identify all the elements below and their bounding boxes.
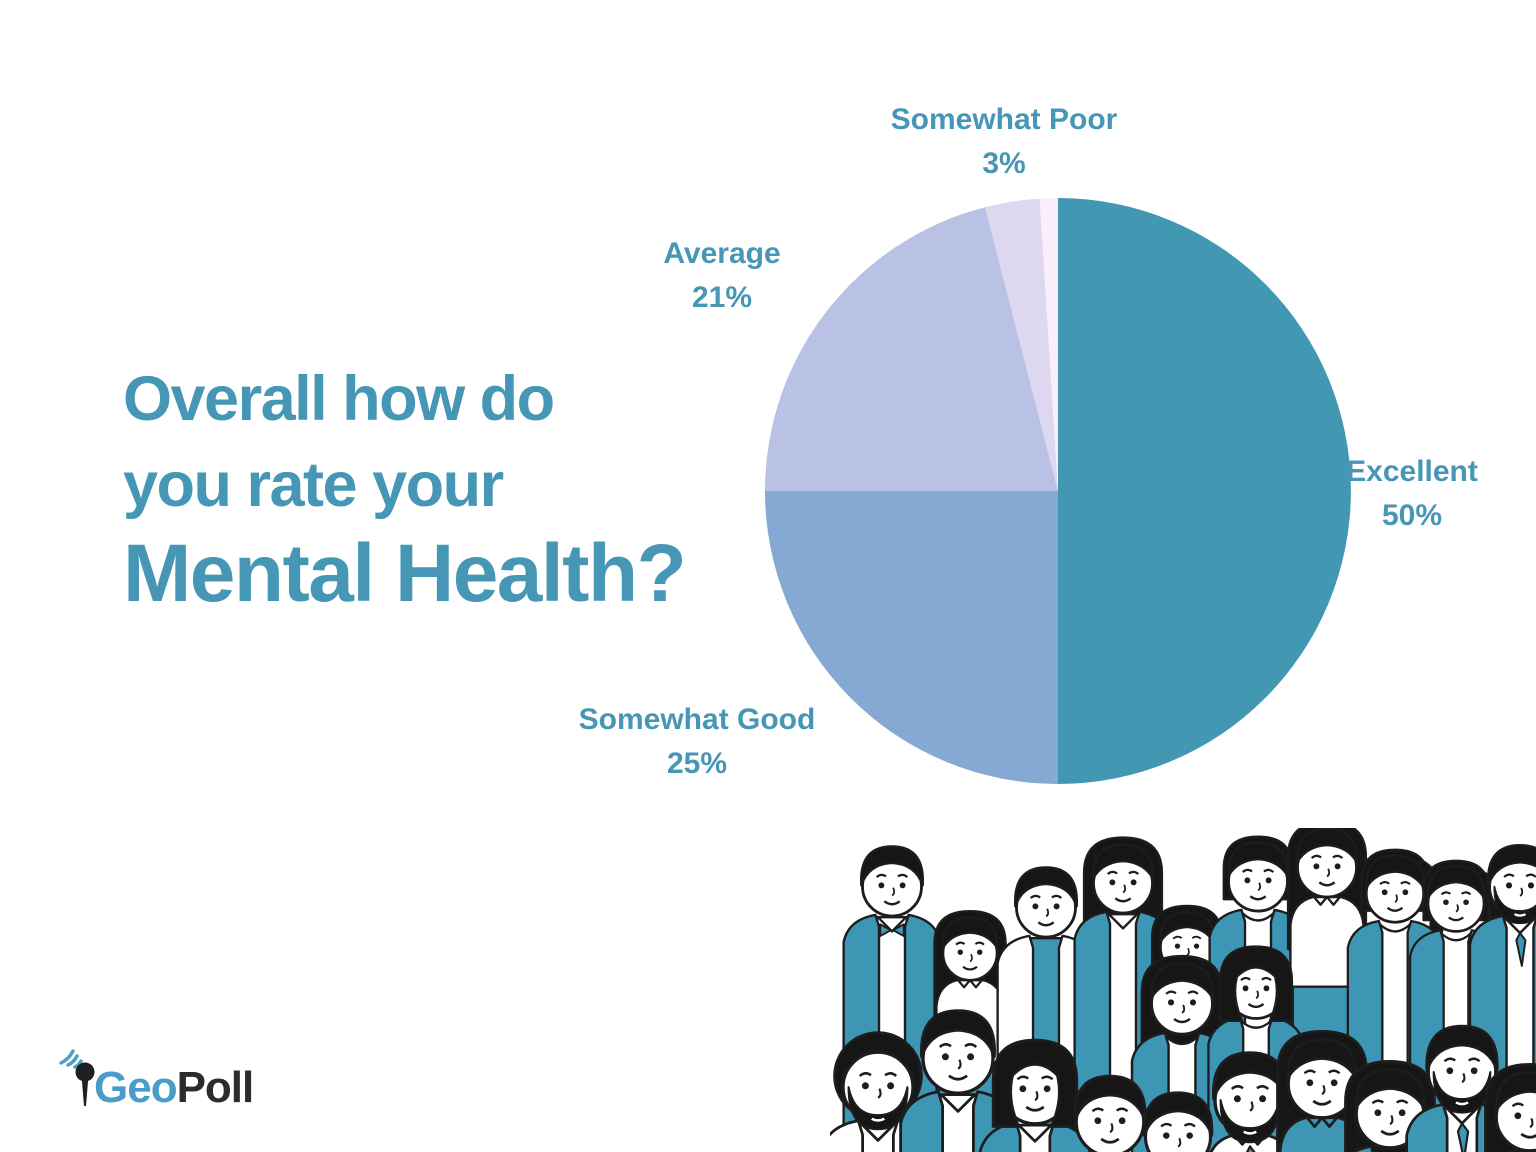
person-figure xyxy=(978,1038,1092,1152)
person-figure xyxy=(1142,1091,1214,1152)
pie-slice-unlabeled xyxy=(1039,198,1058,491)
slice-percent: 21% xyxy=(691,281,753,314)
slice-name: Somewhat Good xyxy=(578,703,816,736)
slice-percent: 50% xyxy=(1381,499,1443,532)
title-line-3: Mental Health? xyxy=(123,528,687,619)
chart-title: Overall how do you rate your Mental Heal… xyxy=(123,356,823,622)
person-figure xyxy=(1484,1063,1536,1152)
pie-slice-somewhat-good xyxy=(765,491,1058,784)
pie-chart xyxy=(765,198,1351,784)
slice-percent: 25% xyxy=(666,747,728,780)
title-line-2: you rate your xyxy=(123,450,504,520)
pie-label-somewhat-good: Somewhat Good 25% xyxy=(527,698,867,786)
map-pin-signal-icon xyxy=(59,1049,95,1106)
logo-text: GeoPoll xyxy=(94,1063,253,1112)
slice-name: Somewhat Poor xyxy=(890,103,1118,136)
pie-slice-excellent xyxy=(1058,198,1351,784)
logo-text-poll: Poll xyxy=(177,1063,254,1112)
person-figure xyxy=(1344,1060,1436,1152)
pie-label-average: Average 21% xyxy=(592,232,852,320)
geopoll-logo: GeoPoll xyxy=(59,1049,254,1112)
pie-slice-average xyxy=(765,207,1058,491)
person-figure xyxy=(830,1031,937,1152)
slice-name: Average xyxy=(663,237,781,270)
slice-percent: 3% xyxy=(982,147,1026,180)
crowd-of-people-drawing xyxy=(830,828,1536,1152)
title-line-1: Overall how do xyxy=(123,364,555,434)
slice-name: Excellent xyxy=(1346,455,1478,488)
logo-text-geo: Geo xyxy=(94,1063,177,1112)
pie-label-somewhat-poor: Somewhat Poor 3% xyxy=(844,98,1164,186)
pie-label-excellent: Excellent 50% xyxy=(1292,450,1532,538)
crowd-illustration xyxy=(830,828,1536,1152)
pie-slice-somewhat-poor xyxy=(985,198,1058,491)
person-figure xyxy=(1073,1074,1147,1152)
